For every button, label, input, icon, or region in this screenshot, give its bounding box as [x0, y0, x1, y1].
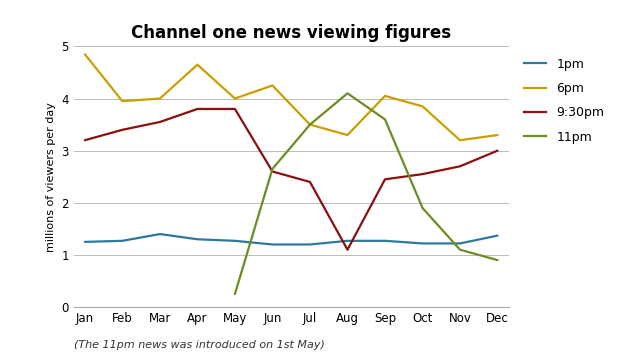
1pm — [269, 242, 276, 247]
1pm — [156, 232, 164, 236]
Legend: 1pm, 6pm, 9:30pm, 11pm: 1pm, 6pm, 9:30pm, 11pm — [524, 58, 604, 144]
9:30pm — [306, 180, 314, 184]
9:30pm — [456, 164, 464, 169]
6pm — [231, 96, 239, 101]
Line: 1pm: 1pm — [85, 234, 497, 245]
6pm — [81, 52, 89, 56]
6pm — [344, 133, 351, 137]
9:30pm — [118, 128, 126, 132]
1pm — [381, 239, 389, 243]
11pm — [344, 91, 351, 95]
1pm — [456, 241, 464, 246]
6pm — [381, 94, 389, 98]
11pm — [493, 258, 501, 262]
9:30pm — [156, 120, 164, 124]
9:30pm — [81, 138, 89, 142]
6pm — [156, 96, 164, 101]
9:30pm — [381, 177, 389, 181]
Title: Channel one news viewing figures: Channel one news viewing figures — [131, 24, 451, 42]
1pm — [118, 239, 126, 243]
Y-axis label: millions of viewers per day: millions of viewers per day — [45, 102, 56, 252]
9:30pm — [344, 247, 351, 252]
1pm — [419, 241, 426, 246]
Line: 11pm: 11pm — [235, 93, 497, 294]
Text: (The 11pm news was introduced on 1st May): (The 11pm news was introduced on 1st May… — [74, 340, 324, 350]
6pm — [419, 104, 426, 109]
11pm — [456, 247, 464, 252]
1pm — [81, 240, 89, 244]
6pm — [306, 122, 314, 127]
11pm — [306, 122, 314, 127]
9:30pm — [493, 149, 501, 153]
11pm — [381, 117, 389, 121]
6pm — [193, 62, 201, 67]
6pm — [118, 99, 126, 103]
9:30pm — [419, 172, 426, 176]
6pm — [269, 84, 276, 88]
1pm — [193, 237, 201, 241]
1pm — [344, 239, 351, 243]
9:30pm — [269, 169, 276, 174]
1pm — [493, 233, 501, 238]
11pm — [419, 206, 426, 210]
Line: 6pm: 6pm — [85, 54, 497, 140]
6pm — [493, 133, 501, 137]
9:30pm — [193, 107, 201, 111]
Line: 9:30pm: 9:30pm — [85, 109, 497, 250]
1pm — [306, 242, 314, 247]
1pm — [231, 239, 239, 243]
11pm — [231, 292, 239, 296]
9:30pm — [231, 107, 239, 111]
11pm — [269, 167, 276, 171]
6pm — [456, 138, 464, 142]
